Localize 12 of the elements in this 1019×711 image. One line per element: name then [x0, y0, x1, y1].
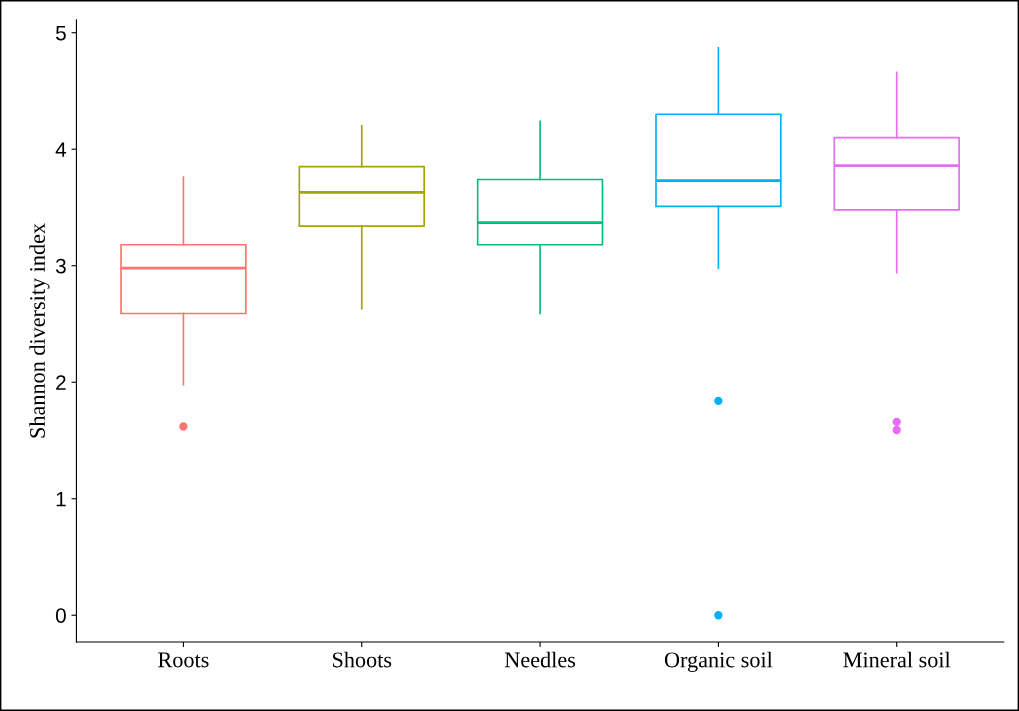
y-tick-label: 1 [56, 491, 66, 507]
y-axis-title: Shannon diversity index [29, 223, 50, 438]
x-tick-label: Needles [504, 651, 576, 668]
y-tick-label: 2 [56, 375, 66, 390]
x-tick-label: Organic soil [664, 651, 773, 672]
x-tick-label: Roots [158, 652, 209, 668]
y-tick-label: 5 [55, 25, 66, 41]
y-tick-label: 0 [55, 608, 66, 623]
x-tick-label: Mineral soil [843, 651, 951, 668]
y-tick-label: 3 [55, 258, 66, 274]
y-tick-label: 4 [55, 142, 67, 157]
x-tick-label: Shoots [332, 651, 392, 668]
